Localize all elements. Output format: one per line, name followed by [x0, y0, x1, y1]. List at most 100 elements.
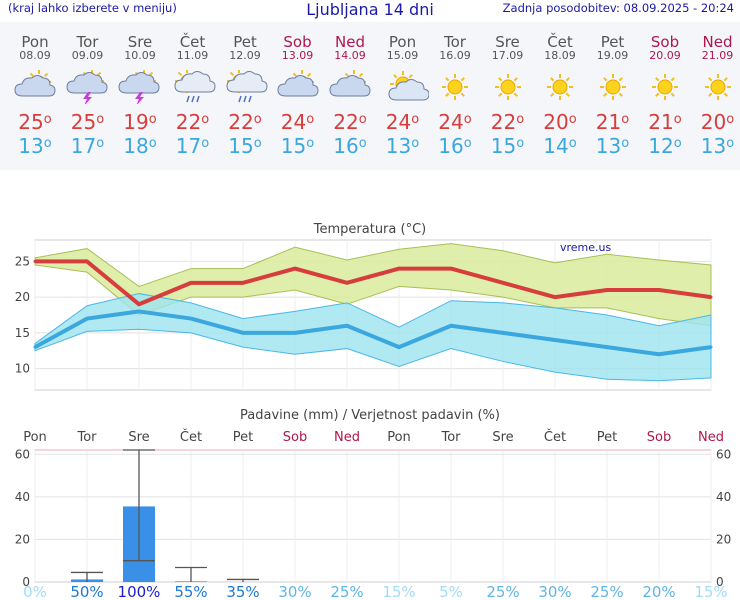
- temp-y-tick: 10: [15, 362, 30, 376]
- min-temp: 15o: [490, 134, 525, 158]
- min-temp-point: [501, 331, 505, 335]
- sun-icon: [639, 70, 691, 104]
- day-name: Sob: [283, 33, 312, 51]
- day-date: 21.09: [701, 49, 734, 62]
- thunderstorm-icon: [62, 69, 114, 106]
- min-temp: 13o: [18, 134, 52, 158]
- precip-x-tick: Sob: [647, 430, 671, 445]
- precip-probability: 25%: [590, 583, 623, 600]
- max-temp-point: [85, 259, 89, 263]
- sun-icon: [482, 70, 534, 104]
- max-temp: 24o: [385, 110, 420, 134]
- max-temp-point: [657, 288, 661, 292]
- location-hint[interactable]: (kraj lahko izberete v meniju): [8, 1, 177, 15]
- sun-rain-icon: [167, 69, 219, 104]
- max-temp-point: [553, 295, 557, 299]
- min-temp: 17o: [70, 134, 105, 158]
- day-name: Ned: [335, 33, 365, 51]
- min-temp-line: [34, 309, 712, 357]
- forecast-day: Sob 20.09 21o 12o: [639, 22, 691, 158]
- sun-icon: [534, 70, 586, 104]
- max-temp-point: [709, 295, 713, 299]
- min-temp-point: [137, 309, 141, 313]
- day-date: 10.09: [124, 49, 156, 62]
- max-temp-point: [137, 302, 141, 306]
- precip-x-tick: Sre: [492, 430, 513, 445]
- day-date: 13.09: [281, 49, 314, 62]
- precip-x-tick: Tor: [440, 430, 461, 445]
- min-temp-point: [397, 345, 401, 349]
- precip-probability: 15%: [382, 583, 415, 600]
- min-temp-point: [345, 324, 349, 328]
- max-temp-point: [293, 267, 297, 271]
- max-temp-line: [35, 259, 712, 307]
- day-date: 15.09: [386, 49, 419, 62]
- day-name: Pet: [233, 33, 257, 51]
- max-temp: 20o: [543, 110, 577, 134]
- max-temp-point: [501, 281, 505, 285]
- temp-y-tick: 25: [15, 254, 30, 268]
- precip-y-tick-left: 20: [15, 532, 30, 546]
- partly-cloudy-icon: [324, 70, 376, 104]
- min-temp: 15o: [280, 134, 315, 158]
- day-date: 09.09: [71, 49, 104, 62]
- min-temp-point: [449, 324, 453, 328]
- precip-probability: 30%: [538, 583, 571, 600]
- precip-probability: 20%: [642, 583, 675, 600]
- precip-probability: 25%: [486, 583, 519, 600]
- sun-rain-icon: [219, 69, 271, 104]
- min-temp: 18o: [123, 134, 157, 158]
- precipitation-chart: Padavine (mm) / Verjetnost padavin (%) Po…: [15, 408, 732, 600]
- max-temp-point: [397, 267, 401, 271]
- min-temp: 13o: [385, 134, 420, 158]
- precip-y-tick-right: 0: [716, 575, 724, 589]
- day-date: 14.09: [334, 49, 366, 62]
- min-temp: 15o: [228, 134, 262, 158]
- day-date: 19.09: [596, 49, 629, 62]
- max-temp-point: [345, 281, 349, 285]
- temp-y-tick: 15: [15, 326, 30, 340]
- precip-x-tick: Tor: [76, 430, 97, 445]
- min-temp: 16o: [438, 134, 472, 158]
- max-temp: 22o: [490, 110, 525, 134]
- precip-probability: 35%: [226, 583, 259, 600]
- min-temp: 12o: [648, 134, 682, 158]
- precip-probability: 25%: [330, 583, 363, 600]
- temp-chart-title: Temperatura (°C): [313, 222, 426, 237]
- day-name: Tor: [76, 33, 99, 51]
- min-temp-point: [293, 331, 297, 335]
- day-name: Pon: [388, 33, 417, 51]
- max-temp-point: [189, 281, 193, 285]
- day-date: 12.09: [229, 49, 261, 62]
- forecast-day: Pet 12.09 22o 15o: [219, 22, 271, 158]
- sun-icon: [429, 70, 481, 104]
- day-date: 16.09: [439, 49, 471, 62]
- precip-x-tick: Ned: [698, 430, 724, 445]
- max-temp-point: [449, 267, 453, 271]
- day-name: Čet: [179, 33, 206, 51]
- precip-x-tick: Pet: [597, 430, 617, 445]
- forecast-day: Tor 09.09 25o 17o: [62, 22, 114, 158]
- day-name: Ned: [702, 33, 733, 51]
- precip-x-tick: Pet: [233, 430, 253, 445]
- sun-icon: [692, 70, 740, 104]
- day-name: Sre: [495, 33, 520, 51]
- precip-y-tick-right: 20: [716, 532, 731, 546]
- max-temp: 21o: [595, 110, 630, 134]
- precip-y-tick-left: 0: [22, 575, 30, 589]
- forecast-day: Čet 11.09 22o 17o: [167, 22, 219, 158]
- precip-x-tick: Sob: [283, 430, 307, 445]
- min-temp-point: [85, 317, 89, 321]
- precip-y-tick-left: 60: [15, 447, 30, 461]
- day-name: Čet: [547, 33, 573, 51]
- precip-probability: 5%: [439, 583, 463, 600]
- forecast-day: Ned 14.09 22o 16o: [324, 22, 376, 158]
- thunderstorm-icon: [114, 69, 166, 106]
- max-temp: 24o: [438, 110, 472, 134]
- min-temp-point: [241, 331, 245, 335]
- forecast-day: Sob 13.09 24o 15o: [272, 22, 324, 158]
- temp-y-tick: 20: [15, 290, 30, 304]
- day-name: Tor: [444, 33, 466, 51]
- min-temp: 16o: [333, 134, 367, 158]
- watermark-text: vreme.us: [560, 241, 612, 254]
